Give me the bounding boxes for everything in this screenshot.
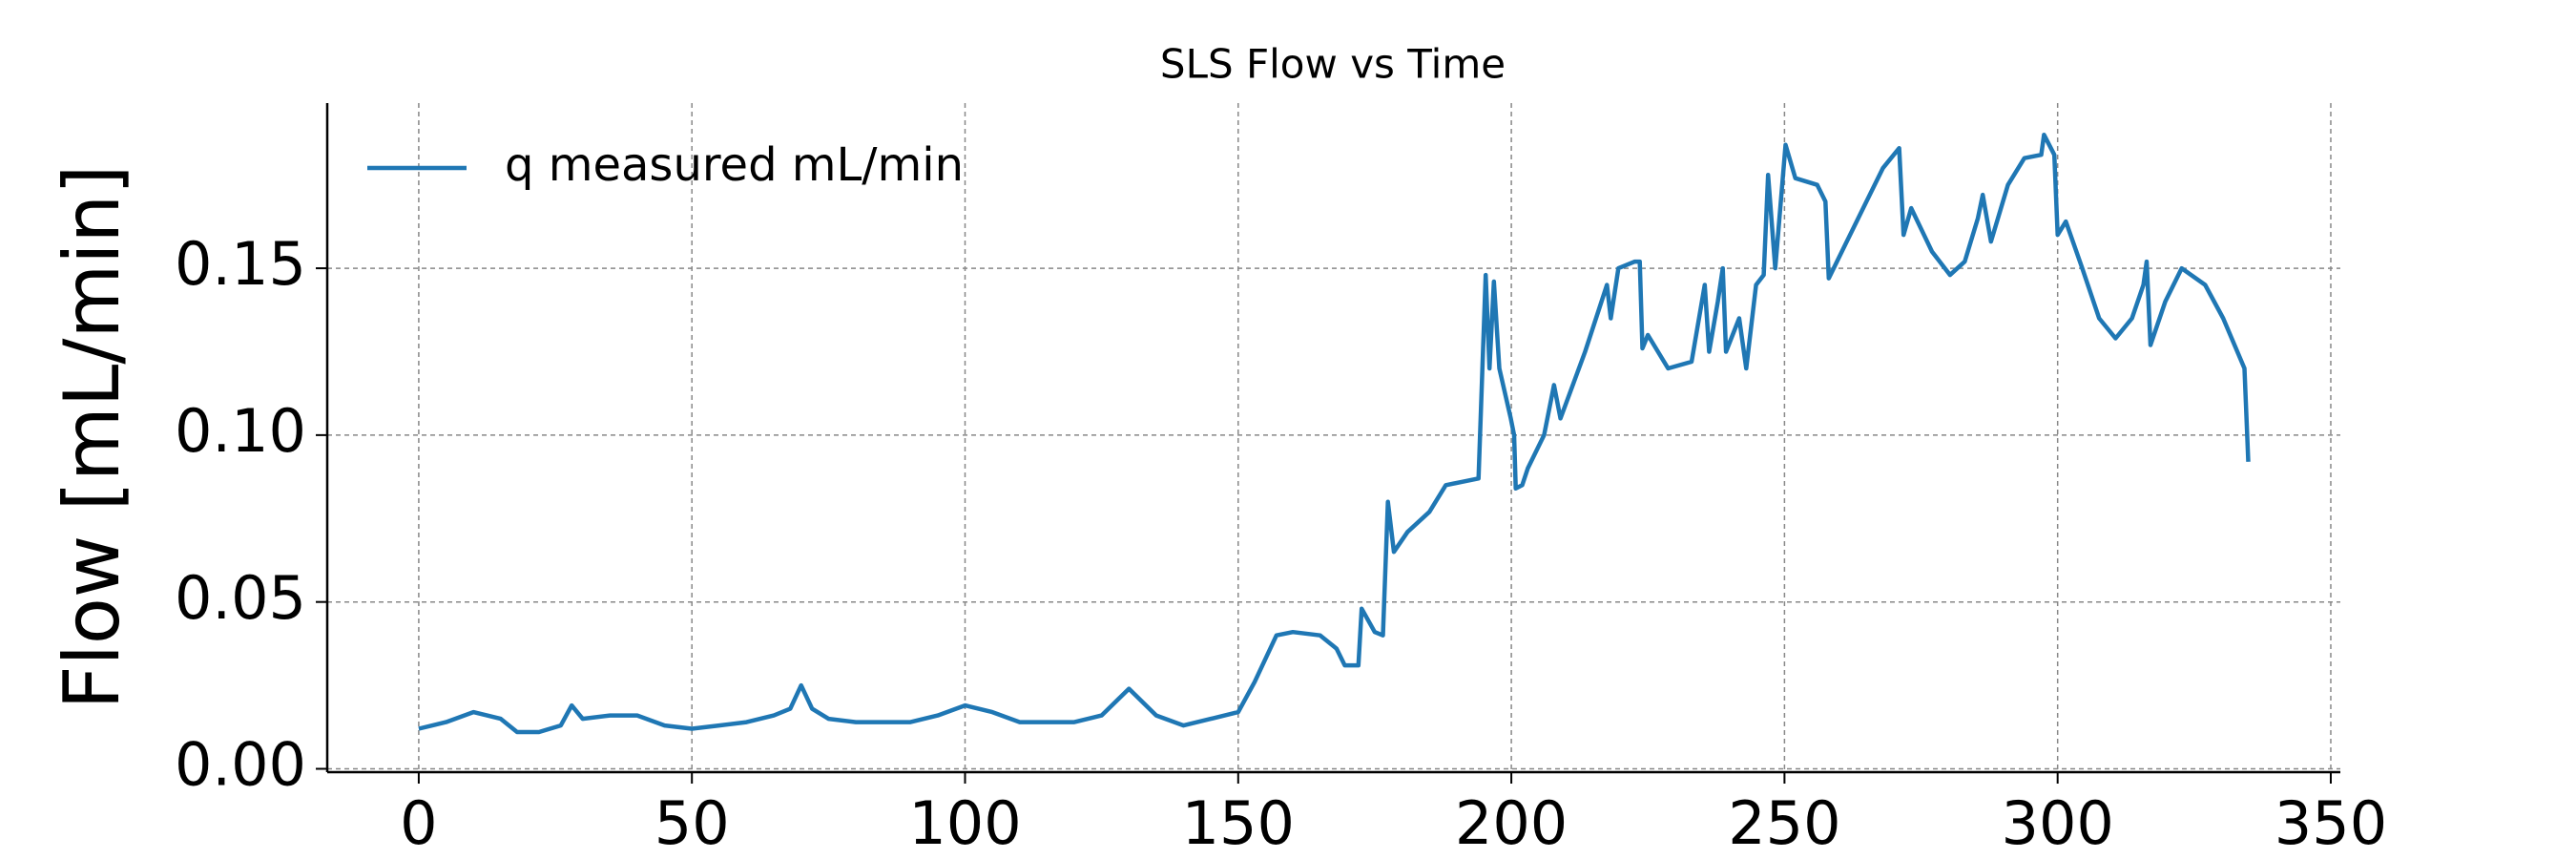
x-tick-label: 300 [2002,788,2114,858]
chart-title: SLS Flow vs Time [1160,41,1506,88]
legend-label: q measured mL/min [505,138,964,192]
y-tick-label: 0.10 [175,396,306,466]
y-tick-label: 0.15 [175,229,306,299]
x-tick-label: 350 [2275,788,2387,858]
x-tick-label: 150 [1182,788,1295,858]
x-tick-label: 50 [654,788,730,858]
x-tick-label: 200 [1455,788,1568,858]
x-tick-label: 250 [1728,788,1840,858]
x-tick-label: 0 [400,788,437,858]
y-axis-label: Flow [mL/min] [48,165,136,710]
y-tick-label: 0.05 [175,563,306,633]
y-tick-label: 0.00 [175,730,306,800]
x-tick-label: 100 [908,788,1021,858]
data-line [418,132,2251,735]
